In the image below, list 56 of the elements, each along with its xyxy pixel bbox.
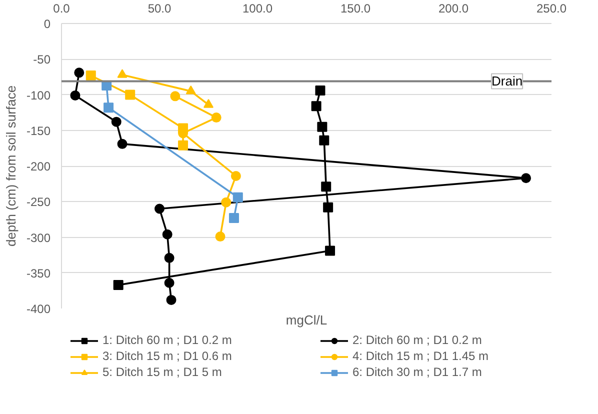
x-tick-label: 0.0 [53,2,70,16]
point [104,102,114,113]
point [204,99,214,108]
y-tick-label: -250 [26,195,51,210]
point [221,197,232,208]
legend-label: 5: Ditch 15 m ; D1 5 m [102,365,223,379]
x-tick-label: 150.0 [340,2,371,16]
x-tick-label: 100.0 [242,2,273,16]
point [86,70,96,81]
point [162,229,172,240]
point [521,173,532,184]
y-tick-label: -350 [26,266,51,280]
point [325,246,336,256]
point [211,112,222,123]
point [230,170,241,181]
point [317,122,328,132]
point [215,232,226,242]
y-axis-title: depth (cm) from soil surface [3,85,18,247]
legend-label: 2: Ditch 60 m ; D1 0.2 m [352,333,483,347]
x-tick-label: 50.0 [148,2,172,16]
point [113,280,124,290]
y-tick-label: -150 [26,124,51,138]
point [70,90,80,100]
point [117,69,128,78]
y-tick-label: -400 [26,302,51,316]
point [164,278,174,288]
x-tick-label: 200.0 [438,2,469,16]
legend-label: 4: Ditch 15 m ; D1 1.45 m [352,349,490,363]
legend-label: 6: Ditch 30 m ; D1 1.7 m [352,365,483,379]
point [228,213,239,224]
point [232,192,243,202]
y-tick-label: -300 [26,230,51,245]
legend-label: 3: Ditch 15 m ; D1 0.6 m [102,349,233,363]
point [311,101,322,112]
point [117,138,128,149]
point [154,204,164,214]
legend-label: 1: Ditch 60 m ; D1 0.2 m [102,333,233,347]
point [323,202,334,212]
point [170,91,180,102]
point [178,140,188,150]
point [111,116,122,127]
point [164,252,174,263]
x-axis-title: mgCl/L [286,312,328,328]
x-tick-label: 250.0 [536,2,567,16]
point [125,90,136,100]
y-tick-label: -100 [26,88,51,102]
ref-line-label: Drain [492,74,523,89]
y-tick-label: -50 [33,52,51,67]
point [186,85,196,94]
point [319,135,330,146]
point [74,68,84,78]
y-tick-label: 0 [44,17,51,31]
point [321,182,332,192]
point [166,294,176,305]
y-tick-label: -200 [26,160,51,174]
point [315,85,326,96]
